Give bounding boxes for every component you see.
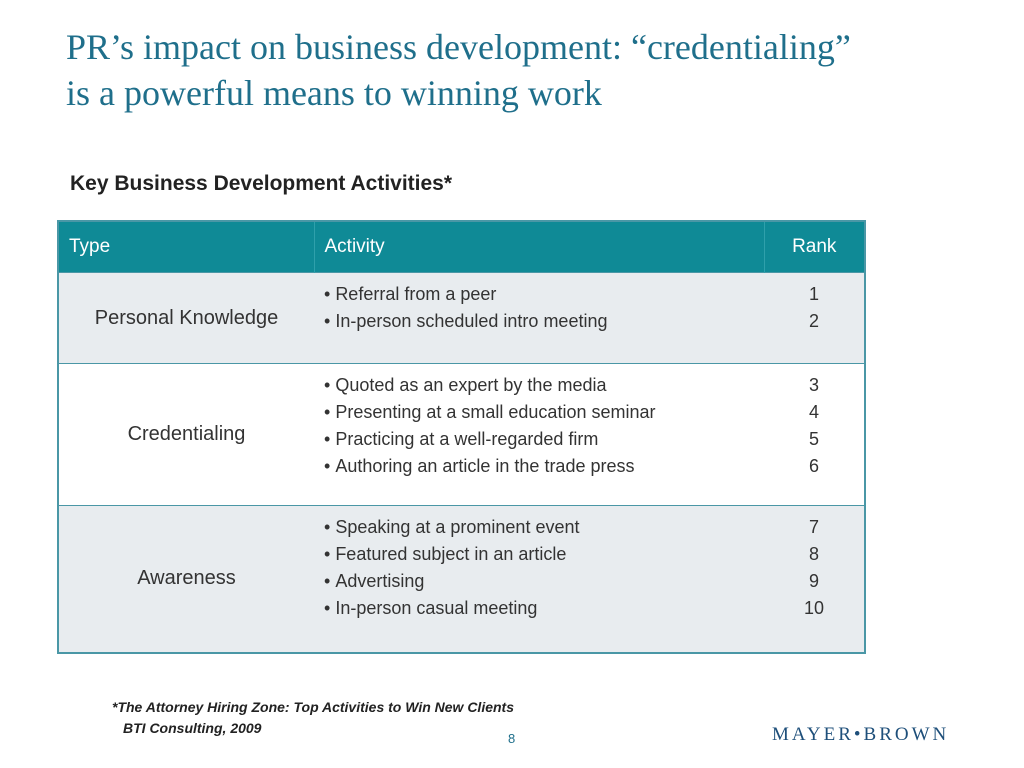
activities-table: Type Activity Rank Personal Knowledge • R…: [57, 220, 866, 654]
mayer-brown-logo: MAYER•BROWN: [772, 724, 950, 745]
activity-item: • Featured subject in an article: [324, 541, 764, 568]
rank-value: 6: [808, 456, 819, 476]
activity-cell: • Speaking at a prominent event • Featured…: [314, 505, 764, 653]
rank-value: 3: [808, 375, 819, 395]
bullet-icon: •: [324, 402, 331, 422]
activity-text: Presenting at a small education seminar: [335, 402, 656, 422]
slide-title-line-1: PR’s impact on business development: “cr…: [66, 27, 851, 67]
header-type: Type: [58, 221, 314, 273]
type-cell: Awareness: [58, 505, 314, 653]
bullet-icon: •: [324, 311, 331, 331]
activity-text: Quoted as an expert by the media: [335, 375, 607, 395]
page-number: 8: [508, 731, 516, 746]
rank-cell: 7 8 9 10: [764, 505, 865, 653]
rank-value: 9: [808, 571, 819, 591]
header-rank: Rank: [763, 221, 865, 273]
bullet-icon: •: [324, 544, 331, 564]
rank-value: 4: [808, 402, 819, 422]
footnote-source: BTI Consulting, 2009: [123, 720, 262, 736]
bullet-icon: •: [324, 517, 331, 537]
slide-title: PR’s impact on business development: “cr…: [66, 24, 986, 116]
activity-text: Advertising: [335, 571, 425, 591]
rank-value: 2: [808, 311, 819, 331]
type-cell: Credentialing: [58, 363, 314, 506]
bullet-icon: •: [324, 598, 331, 618]
type-cell: Personal Knowledge: [58, 272, 314, 364]
bullet-icon: •: [324, 571, 331, 591]
rank-value: 7: [808, 517, 819, 537]
activity-item: • Presenting at a small education seminar: [324, 399, 764, 426]
activity-text: Featured subject in an article: [335, 544, 567, 564]
activity-text: In-person scheduled intro meeting: [335, 311, 608, 331]
activity-text: Practicing at a well-regarded firm: [335, 429, 599, 449]
bullet-icon: •: [324, 284, 331, 304]
footnote-citation: *The Attorney Hiring Zone: Top Activitie…: [112, 699, 515, 715]
table-row: Personal Knowledge • Referral from a peer…: [58, 272, 865, 364]
rank-cell: 1 2: [764, 272, 865, 364]
bullet-icon: •: [324, 375, 331, 395]
activity-item: • Authoring an article in the trade press: [324, 453, 764, 480]
activity-text: In-person casual meeting: [335, 598, 538, 618]
footnote: *The Attorney Hiring Zone: Top Activitie…: [112, 697, 514, 739]
table-header-row: Type Activity Rank: [58, 221, 865, 273]
rank-cell: 3 4 5 6: [764, 363, 865, 506]
activity-text: Authoring an article in the trade press: [335, 456, 635, 476]
activity-text: Referral from a peer: [335, 284, 497, 304]
header-activity: Activity: [313, 221, 764, 273]
activity-item: • Practicing at a well-regarded firm: [324, 426, 764, 453]
rank-value: 10: [803, 598, 825, 618]
rank-value: 5: [808, 429, 819, 449]
bullet-icon: •: [324, 429, 331, 449]
rank-value: 8: [808, 544, 819, 564]
activity-item: • In-person scheduled intro meeting: [324, 308, 764, 335]
table-heading: Key Business Development Activities*: [70, 172, 453, 195]
bullet-icon: •: [324, 456, 331, 476]
activity-cell: • Referral from a peer • In-person schedul…: [314, 272, 764, 364]
activity-text: Speaking at a prominent event: [335, 517, 580, 537]
rank-value: 1: [808, 284, 819, 304]
activity-item: • Advertising: [324, 568, 764, 595]
activity-item: • Quoted as an expert by the media: [324, 372, 764, 399]
slide-title-line-2: is a powerful means to winning work: [66, 73, 602, 113]
table-row: Credentialing • Quoted as an expert by th…: [58, 363, 865, 506]
activity-item: • In-person casual meeting: [324, 595, 764, 622]
activity-item: • Speaking at a prominent event: [324, 514, 764, 541]
activity-cell: • Quoted as an expert by the media • Prese…: [314, 363, 764, 506]
table-row: Awareness • Speaking at a prominent event…: [58, 505, 865, 653]
activity-item: • Referral from a peer: [324, 281, 764, 308]
